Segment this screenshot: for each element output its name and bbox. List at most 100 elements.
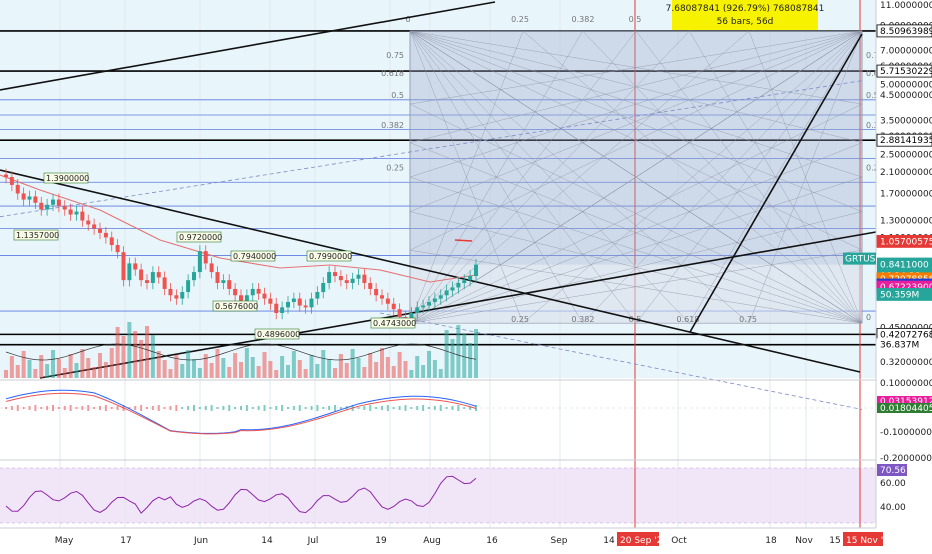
volume-bar [74,363,79,378]
volume-bar [268,361,273,378]
volume-bar [168,369,173,378]
macd-histogram-bar [398,406,401,410]
measure-box-line1: 7.68087841 (926.79%) 768087841 [666,4,825,14]
swing-label: 0.4896000 [257,330,300,339]
volume-bar [197,368,202,378]
volume-bar [338,354,343,378]
swing-label: 0.9720000 [179,233,222,242]
candle-body [385,298,390,304]
macd-histogram-bar [69,405,72,411]
swing-label: 1.1357000 [16,231,59,240]
time-axis-label: Aug [423,536,441,546]
candle-body [51,199,55,205]
macd-histogram-bar [339,407,342,409]
macd-histogram-bar [116,406,119,410]
rsi-axis-tick: 60.00 [880,479,906,489]
volume-bar [56,359,61,378]
macd-histogram-bar [169,406,172,410]
macd-histogram-bar [46,406,49,410]
fib-level-label: 0 [866,313,871,322]
price-tag: 5.71530229 [880,67,932,77]
volume-bar [362,367,367,378]
candle-body [174,295,179,299]
volume-bar [250,357,255,378]
macd-tag-bg [877,403,932,413]
price-axis-tick: 2.50000000 [880,151,932,161]
price-tag-bg [876,64,932,78]
macd-histogram-bar [222,406,225,410]
macd-histogram-bar [451,406,454,410]
measure-box: 7.68087841 (926.79%) 768087841 56 bars, … [666,0,825,30]
macd-histogram-bar [52,405,54,411]
macd-histogram-bar [439,405,442,411]
candle-body [15,184,20,194]
volume-bar [403,361,408,378]
fib-fan-line [582,30,863,324]
candle-body [409,313,414,322]
volume-bar [415,356,420,378]
candle-body [133,263,138,270]
volume-bar [127,322,132,378]
rsi-axis-tick: 40.00 [880,503,906,513]
candle-body [374,288,379,296]
volume-bar [368,353,373,378]
time-axis-label: 18 [765,536,777,546]
candle-body [86,220,91,225]
candle-body [286,301,290,308]
candle-body [362,274,367,284]
fib-fan-line [409,249,863,324]
macd-histogram-bar [187,406,190,410]
price-tag: 1.05700575 [880,237,932,247]
volume-bar [456,325,461,378]
rsi-band [0,468,876,523]
rsi-tag: 70.56 [880,466,906,476]
macd-histogram-bar [433,406,436,410]
macd-axis-tick: -0.20000000 [880,454,932,464]
macd-histogram-bar [263,405,266,411]
macd-histogram-bar [375,407,378,409]
price-tag-bg [876,288,932,301]
fib-level-label: 0.25 [866,163,884,172]
macd-histogram-bar [404,405,407,411]
volume-bar [21,351,26,378]
fib-extension-line [0,80,863,218]
macd-histogram-bar [463,407,466,409]
price-pane-bg [0,0,876,378]
swing-label-bg [212,300,258,312]
macd-histogram-bar [287,407,289,409]
time-axis[interactable]: May 17 Jun 14 Jul 19 Aug 16 Sep Oct 18 Nov 14 20 Sep … [0,529,895,550]
macd-pane [0,389,876,435]
time-axis-label: 14 [261,536,273,546]
volume-bar [115,327,120,378]
macd-histogram-bar [104,405,107,411]
candle-body [268,298,273,304]
fib-fan-line [409,30,863,105]
volume-bar [438,369,443,378]
candle-body [239,295,243,302]
price-tag: 2.88141935 [880,136,932,146]
volume-bar [103,362,108,378]
volume-bar [421,365,426,378]
symbol-tag-bg [843,252,876,265]
candle-body [462,280,467,284]
macd-histogram-bar [140,405,143,411]
candle-body [192,272,196,281]
macd-histogram-bar [304,407,307,409]
macd-tag-bg [877,396,932,406]
candle-body [4,174,8,178]
volume-bar [333,368,337,378]
time-axis-label: Oct [671,536,687,546]
candle-body [215,272,220,284]
macd-histogram-bar [322,407,325,409]
volume-bar [186,350,191,378]
fib-level-label: 0.75 [866,51,884,60]
fib-fan-line [409,142,863,324]
swing-labels: 1.3900000 1.1357000 0.9720000 0.7940000 0.79… [13,172,416,340]
fib-fan-line [409,103,863,324]
volume-bar [239,362,243,378]
price-tag: 8.50963989 [880,27,932,37]
fib-speed-fan: 0 0.25 0.382 0.5 0.618 0.25 0.382 0.5 0.618 0.75 0… [0,15,889,410]
date-tag-bg [843,532,883,546]
fib-level-label: 0.5 [866,91,879,100]
